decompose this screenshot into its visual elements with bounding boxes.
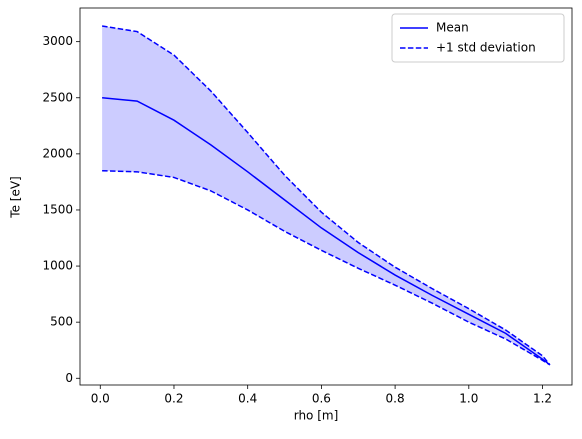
- std-band: [102, 25, 550, 365]
- y-tick-label: 500: [50, 315, 73, 329]
- series-line: [102, 169, 551, 366]
- series-line: [101, 25, 551, 366]
- y-tick-label: 1500: [42, 202, 73, 216]
- legend-box: [391, 13, 565, 63]
- x-tick-label: 0.0: [91, 392, 110, 406]
- legend-label: +1 std deviation: [436, 41, 536, 55]
- y-tick-label: 3000: [42, 34, 73, 48]
- y-tick-label: 0: [65, 371, 73, 385]
- y-tick-label: 2500: [42, 90, 73, 104]
- legend-label: Mean: [436, 21, 469, 35]
- x-tick-label: 0.2: [164, 392, 183, 406]
- x-tick-label: 1.2: [533, 392, 552, 406]
- x-tick-label: 0.4: [238, 392, 257, 406]
- y-tick-label: 2000: [42, 146, 73, 160]
- plot-frame: [79, 7, 573, 386]
- x-axis-label: rho [m]: [294, 409, 339, 423]
- x-tick-label: 0.8: [386, 392, 405, 406]
- series-line: [102, 97, 551, 366]
- y-tick-label: 1000: [42, 259, 73, 273]
- x-tick-label: 0.6: [312, 392, 331, 406]
- x-tick-label: 1.0: [459, 392, 478, 406]
- y-axis-label: Te [eV]: [9, 176, 23, 218]
